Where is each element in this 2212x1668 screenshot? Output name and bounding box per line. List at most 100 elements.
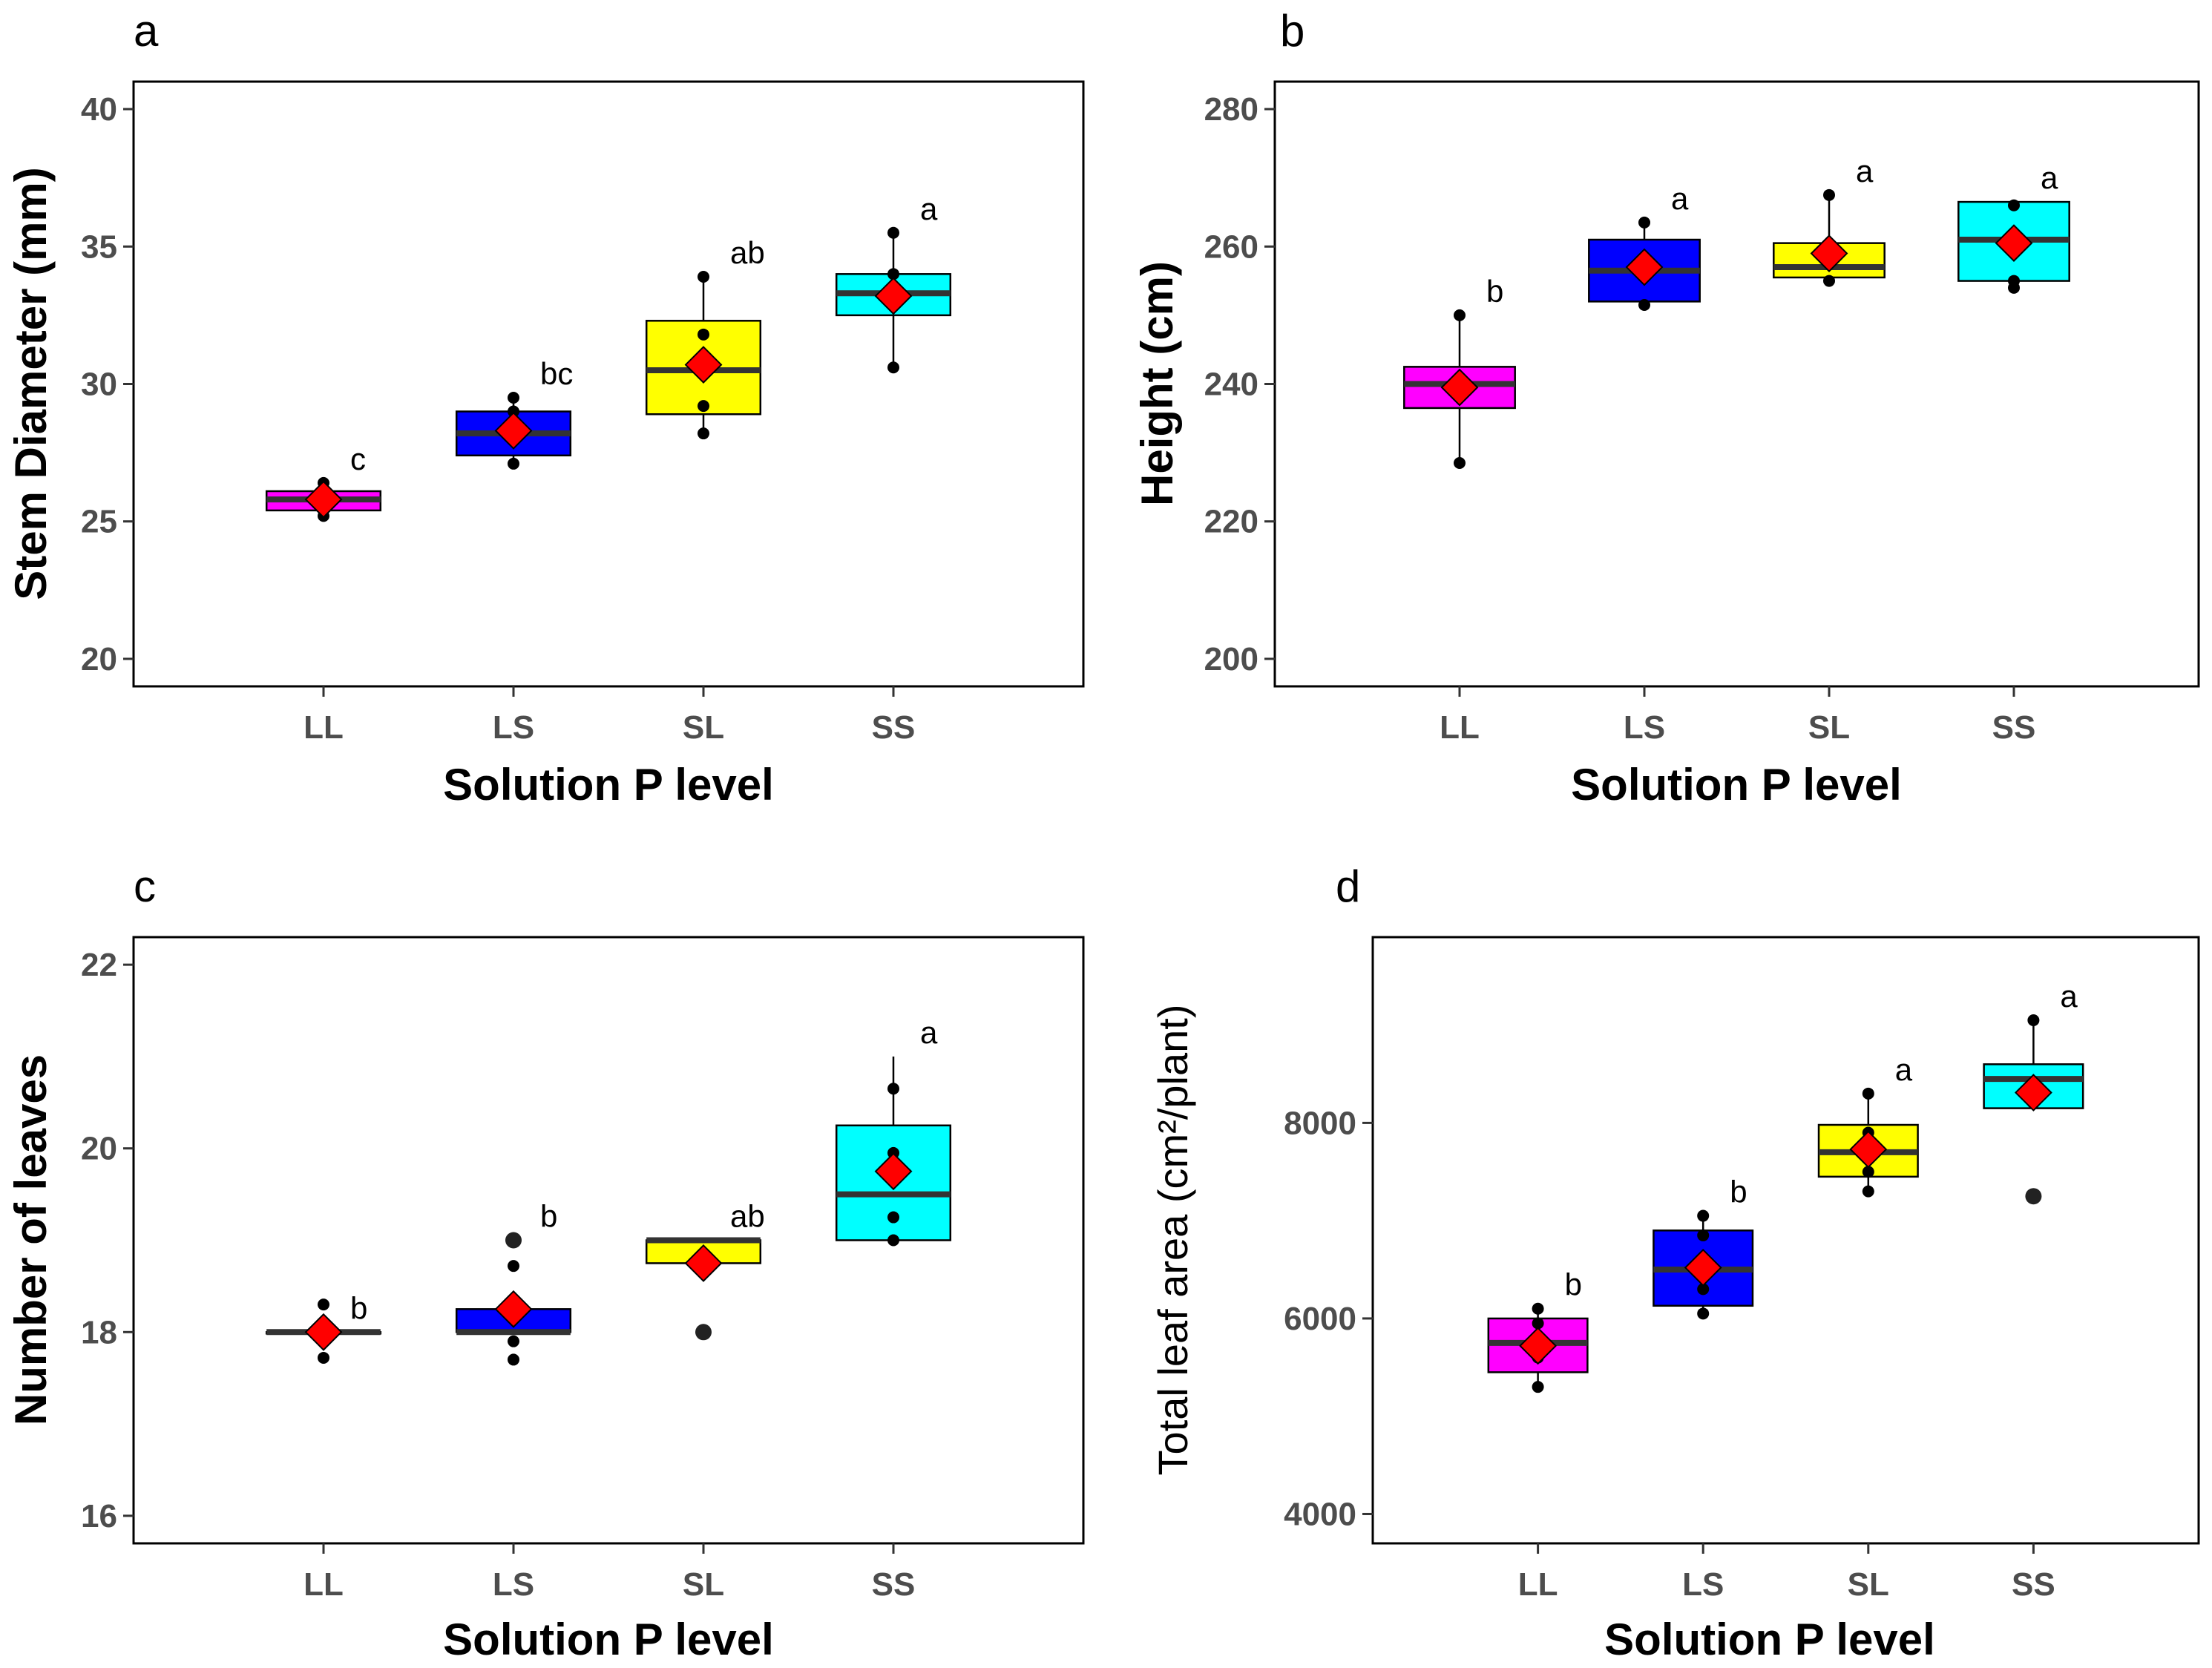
significance-letter: b xyxy=(540,1199,557,1234)
panel-b: b 200 220 240 260 280 LL b LS a SL a SS a Solution P… xyxy=(1132,6,2200,810)
x-tick-label: LL xyxy=(303,1566,344,1603)
y-axis-title: Stem Diameter (mm) xyxy=(6,167,56,600)
mean-marker xyxy=(1684,1248,1722,1287)
significance-letter: ab xyxy=(730,1199,765,1234)
data-point xyxy=(2008,199,2020,211)
panel-c: c 16 18 20 22 LL b LS b SL ab SS a Solution P level… xyxy=(6,861,1085,1664)
data-point xyxy=(1862,1087,1874,1100)
data-point xyxy=(2008,275,2020,287)
x-tick-label: LL xyxy=(1440,709,1480,746)
mean-marker xyxy=(2014,1074,2052,1112)
panel-d: d 4000 6000 8000 LL b LS b SL a SS a Solution P le… xyxy=(1149,861,2200,1664)
significance-letter: b xyxy=(1486,274,1503,309)
data-point xyxy=(318,1298,329,1311)
x-tick-label: SS xyxy=(1992,709,2036,746)
y-tick-label: 6000 xyxy=(1284,1301,1356,1337)
data-point xyxy=(1823,275,1835,287)
mean-marker xyxy=(1995,224,2033,263)
data-point xyxy=(1532,1317,1544,1330)
y-tick-label: 18 xyxy=(81,1314,117,1350)
x-tick-label: SS xyxy=(872,709,916,746)
plot-frame xyxy=(1371,936,2200,1545)
mean-marker xyxy=(1440,368,1479,407)
significance-letter: a xyxy=(2060,979,2078,1014)
panel-marks: 20 25 30 35 40 LL c LS bc SL ab SS a xyxy=(81,91,952,746)
x-tick-label: LS xyxy=(1682,1566,1724,1603)
data-point xyxy=(1532,1302,1544,1315)
significance-letter: ab xyxy=(730,235,765,270)
panel-letter: b xyxy=(1280,6,1304,56)
x-tick-label: SS xyxy=(872,1566,916,1603)
significance-letter: a xyxy=(1895,1052,1913,1087)
data-point xyxy=(1862,1185,1874,1198)
data-point xyxy=(508,405,519,418)
data-point xyxy=(887,1234,899,1247)
panel-marks: 200 220 240 260 280 LL b LS a SL a SS a xyxy=(1204,91,2070,746)
x-tick-label: SL xyxy=(1808,709,1850,746)
mean-marker xyxy=(494,412,533,450)
x-tick-label: LL xyxy=(303,709,344,746)
data-point xyxy=(1862,1166,1874,1178)
y-tick-label: 16 xyxy=(81,1498,117,1534)
y-tick-label: 25 xyxy=(81,504,117,540)
y-tick-label: 35 xyxy=(81,229,117,265)
data-point xyxy=(2027,1014,2040,1027)
data-point xyxy=(887,226,899,239)
y-tick-label: 8000 xyxy=(1284,1105,1356,1141)
mean-marker xyxy=(1810,234,1848,272)
x-axis-title: Solution P level xyxy=(1571,760,1902,810)
x-axis-title: Solution P level xyxy=(443,760,774,810)
y-tick-label: 280 xyxy=(1204,91,1258,128)
data-point xyxy=(887,1211,899,1224)
data-point xyxy=(1697,1229,1710,1241)
significance-letter: bc xyxy=(540,356,573,391)
y-tick-label: 30 xyxy=(81,367,117,403)
y-tick-label: 22 xyxy=(81,947,117,983)
data-point xyxy=(698,328,709,341)
panel-letter: c xyxy=(134,861,156,911)
mean-marker xyxy=(874,277,913,315)
data-point xyxy=(887,268,899,280)
mean-marker xyxy=(1849,1130,1888,1169)
outlier-point xyxy=(2025,1188,2042,1205)
y-axis-title: Height (cm) xyxy=(1132,261,1182,506)
y-tick-label: 20 xyxy=(81,641,117,677)
plot-frame xyxy=(132,936,1085,1545)
panel-a: a 20 25 30 35 40 LL c LS bc SL ab SS a Solution P le… xyxy=(6,6,1085,810)
outlier-point xyxy=(695,1324,712,1341)
mean-marker xyxy=(874,1152,913,1191)
x-tick-label: LL xyxy=(1518,1566,1558,1603)
significance-letter: a xyxy=(1856,154,1874,188)
data-point xyxy=(887,1083,899,1095)
panel-marks: 16 18 20 22 LL b LS b SL ab SS a xyxy=(81,947,952,1603)
data-point xyxy=(508,392,519,404)
data-point xyxy=(508,1260,519,1273)
data-point xyxy=(508,457,519,470)
data-point xyxy=(318,1351,329,1364)
significance-letter: b xyxy=(350,1290,367,1325)
data-point xyxy=(1697,1283,1710,1296)
significance-letter: a xyxy=(920,1015,938,1050)
data-point xyxy=(508,1353,519,1366)
data-point xyxy=(698,400,709,413)
mean-marker xyxy=(1625,248,1664,286)
significance-letter: a xyxy=(920,191,938,226)
significance-letter: a xyxy=(2041,160,2058,195)
data-point xyxy=(1697,1307,1710,1320)
x-tick-label: SL xyxy=(683,1566,724,1603)
data-point xyxy=(1638,216,1650,229)
mean-marker xyxy=(494,1290,533,1328)
y-tick-label: 240 xyxy=(1204,367,1258,403)
significance-letter: a xyxy=(1671,181,1689,216)
mean-marker xyxy=(684,1244,723,1282)
x-tick-label: LS xyxy=(1624,709,1665,746)
x-tick-label: LS xyxy=(493,709,534,746)
y-axis-title: Number of leaves xyxy=(6,1054,56,1425)
x-axis-title: Solution P level xyxy=(1604,1615,1935,1664)
x-tick-label: SL xyxy=(1848,1566,1889,1603)
panel-letter: d xyxy=(1336,861,1360,911)
x-tick-label: LS xyxy=(493,1566,534,1603)
mean-marker xyxy=(304,1313,343,1351)
y-axis-title: Total leaf area (cm²/plant) xyxy=(1149,1005,1196,1476)
